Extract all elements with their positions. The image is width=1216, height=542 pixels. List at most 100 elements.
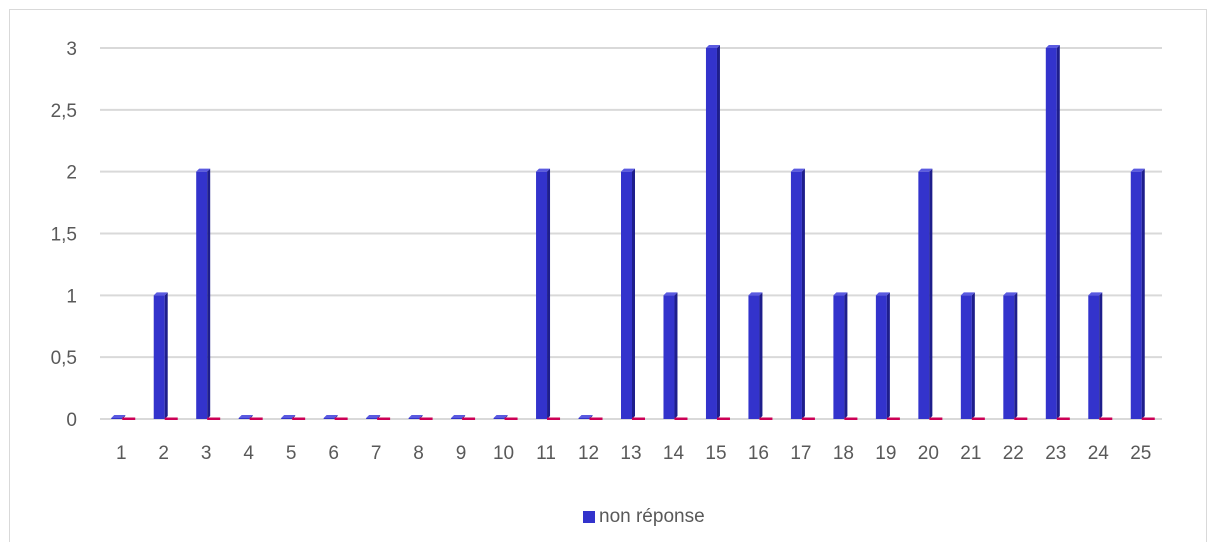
bar-series-2: [207, 417, 221, 420]
bar-top: [323, 415, 338, 418]
bar-non-reponse: [536, 171, 548, 419]
bar-series-2: [164, 417, 178, 420]
bar-top: [705, 45, 720, 48]
y-tick-label: 3: [66, 39, 77, 60]
x-tick-label: 1: [116, 443, 127, 464]
x-tick-label: 24: [1088, 443, 1110, 464]
bar-side: [716, 45, 720, 419]
x-tick-label: 9: [456, 443, 467, 464]
bar-series-2: [589, 417, 603, 420]
bar-series-2: [547, 417, 561, 420]
bar-top: [918, 168, 933, 172]
bar-side: [886, 292, 890, 419]
x-tick-label: 2: [158, 443, 169, 464]
bar-non-reponse: [1088, 295, 1100, 419]
y-tick-label: 2: [66, 163, 77, 184]
x-tick-label: 10: [493, 443, 514, 464]
x-tick-label: 23: [1045, 443, 1066, 464]
bar-side: [207, 168, 211, 419]
bar-side: [632, 168, 635, 419]
legend-label: non réponse: [599, 506, 705, 527]
x-tick-label: 22: [1003, 443, 1024, 464]
bar-side: [674, 292, 678, 419]
bar-series-2: [249, 417, 263, 420]
bar-top: [451, 415, 466, 418]
bar-series-2: [1141, 417, 1155, 420]
bar-top: [663, 292, 678, 296]
bar-non-reponse: [578, 418, 590, 419]
x-tick-label: 14: [663, 443, 685, 464]
x-tick-label: 25: [1130, 443, 1151, 464]
bar-top: [833, 292, 848, 296]
x-tick-label: 6: [328, 443, 339, 464]
bar-top: [493, 415, 508, 418]
bar-series-2: [377, 417, 391, 420]
bar-non-reponse: [493, 418, 505, 419]
bar-top: [1045, 45, 1060, 48]
y-tick-label: 1: [66, 286, 77, 307]
bar-series-2: [1099, 417, 1113, 420]
bar-non-reponse: [153, 295, 165, 419]
bar-top: [1088, 292, 1103, 296]
x-tick-label: 18: [833, 443, 854, 464]
bar-series-2: [971, 417, 985, 420]
chart-frame: [9, 9, 1207, 542]
bar-side: [547, 168, 551, 419]
bar-non-reponse: [111, 418, 123, 419]
bar-series-2: [504, 417, 518, 420]
bar-series-2: [292, 417, 306, 420]
bar-series-2: [632, 417, 645, 420]
bar-non-reponse: [790, 171, 802, 419]
x-tick-label: 19: [875, 443, 896, 464]
bar-series-2: [716, 417, 730, 420]
bar-top: [408, 415, 423, 418]
x-tick-label: 8: [413, 443, 424, 464]
bar-side: [1099, 292, 1103, 419]
bar-top: [366, 415, 381, 418]
bar-series-2: [886, 417, 900, 420]
bar-non-reponse: [451, 418, 463, 419]
bar-top: [875, 292, 890, 296]
y-tick-label: 0,5: [51, 348, 77, 369]
bar-non-reponse: [833, 295, 845, 419]
x-tick-label: 4: [243, 443, 254, 464]
bar-non-reponse: [1045, 48, 1057, 419]
bar-series-2: [419, 417, 433, 420]
bar-series-2: [929, 417, 943, 420]
bar-top: [111, 415, 126, 418]
bar-series-2: [759, 417, 773, 420]
bar-top: [281, 415, 296, 418]
bar-non-reponse: [1130, 171, 1142, 419]
bar-non-reponse: [196, 171, 208, 419]
bar-side: [801, 168, 805, 419]
bar-top: [1130, 168, 1145, 172]
bar-top: [1003, 292, 1018, 296]
bar-side: [1014, 292, 1018, 419]
bar-side: [1056, 45, 1060, 419]
bar-top: [196, 168, 211, 172]
bar-non-reponse: [1003, 295, 1015, 419]
bar-non-reponse: [663, 295, 675, 419]
x-tick-label: 20: [918, 443, 939, 464]
bar-top: [621, 168, 635, 172]
bar-series-2: [1056, 417, 1070, 420]
bar-side: [759, 292, 763, 419]
bar-side: [929, 168, 933, 419]
bar-top: [153, 292, 168, 296]
x-tick-label: 12: [578, 443, 599, 464]
bar-series-2: [1014, 417, 1028, 420]
bar-top: [960, 292, 975, 296]
x-tick-label: 3: [201, 443, 212, 464]
bar-series-2: [674, 417, 688, 420]
x-tick-label: 7: [371, 443, 382, 464]
y-tick-label: 0: [66, 410, 77, 431]
bar-non-reponse: [705, 48, 717, 419]
bar-side: [844, 292, 848, 419]
bar-non-reponse: [875, 295, 887, 419]
bar-non-reponse: [323, 418, 335, 419]
x-tick-label: 5: [286, 443, 297, 464]
y-tick-label: 2,5: [51, 101, 77, 122]
bar-non-reponse: [281, 418, 293, 419]
x-tick-label: 17: [790, 443, 811, 464]
